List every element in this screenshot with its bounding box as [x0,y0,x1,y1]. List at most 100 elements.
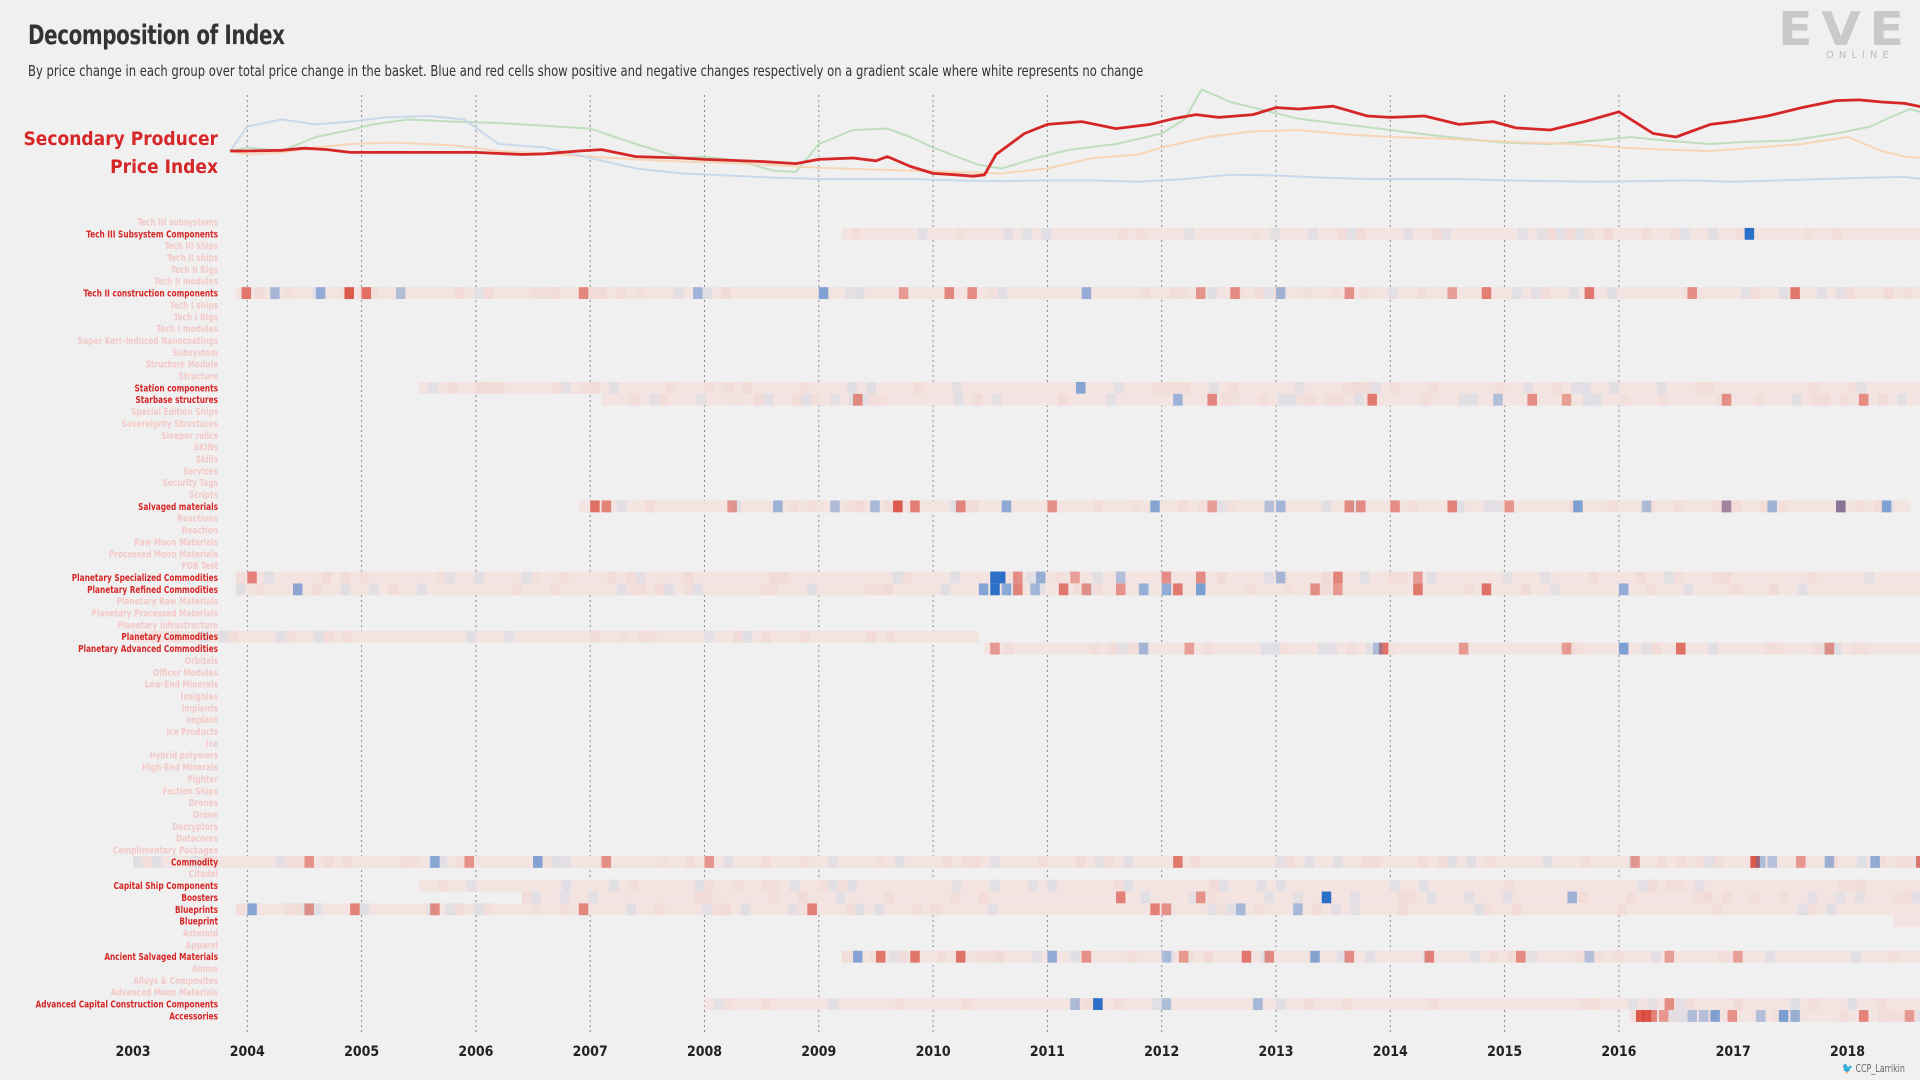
heat-cell [1235,287,1246,300]
heat-cell [769,891,779,904]
heat-cell [1765,642,1776,655]
heat-cell [1312,903,1322,916]
heat-cell [1906,1010,1917,1022]
heat-cell [1464,891,1475,904]
heat-cell [1647,879,1657,892]
heat-cell [875,855,886,868]
heat-cell-positive [1035,571,1046,584]
heat-cell-negative [944,287,955,300]
row-band [133,855,1920,868]
heat-cell [1620,393,1631,406]
heat-cell-positive [1161,998,1172,1011]
heat-cell [1403,227,1414,240]
heat-cell [1390,381,1400,394]
row-label: Implants [182,704,218,715]
heat-cell [1521,583,1532,596]
year-tick-label: 2015 [1487,1044,1522,1060]
heat-cell [1828,855,1838,868]
heat-cell [1876,998,1886,1011]
heat-cell [454,287,465,300]
heat-cell-negative [807,903,817,916]
heat-cell [416,583,427,596]
heat-cell [1140,891,1151,904]
heat-cell [1165,950,1176,963]
heat-cell [437,855,448,868]
heat-cell [1026,571,1036,584]
heat-cell [712,903,722,916]
heat-cell [1428,998,1438,1011]
heat-cell-positive [1001,500,1012,513]
heat-cell [1220,393,1231,406]
heat-cell-positive [1138,642,1149,655]
heat-cell [1283,583,1294,596]
heat-cell [1790,998,1800,1011]
credit: 🐦 CCP_Larrikin [1842,1062,1905,1075]
heat-cell [1178,287,1189,300]
heat-cell-negative [853,393,863,406]
heat-cell [1003,642,1014,655]
heat-cell-negative [1241,950,1252,963]
heat-cell [1428,381,1438,394]
heat-cell [1190,855,1200,868]
year-tick-label: 2018 [1830,1044,1865,1060]
heat-cell [1276,879,1286,892]
heat-cell [1270,227,1280,240]
heat-cell [1778,500,1789,513]
heat-cell-negative [1195,287,1206,300]
heat-cell-negative [955,500,966,513]
heat-cell [1354,393,1364,406]
heat-cell [1807,891,1817,904]
heat-cell [1426,571,1436,584]
heat-cell [540,287,551,300]
heat-cell [1493,500,1503,513]
heat-cell-negative [1584,287,1595,300]
year-tick-label: 2007 [573,1044,608,1060]
heat-cell [1264,891,1275,904]
heat-cell [561,855,572,868]
heat-cell-negative [1481,583,1492,596]
heat-cell [1658,393,1669,406]
heat-cell-negative [247,571,257,584]
year-tick-label: 2005 [344,1044,379,1060]
heat-cell [1792,1010,1802,1022]
heat-cell-positive [1493,393,1503,406]
heat-cell [734,393,745,406]
heat-cell-negative [1333,571,1343,584]
heat-cell-negative [893,500,903,513]
heat-cell [1207,287,1217,300]
heat-cell [1637,879,1648,892]
heat-cell [1857,879,1867,892]
heat-cell-positive [1698,1010,1709,1022]
heat-cell [1855,891,1865,904]
row-label: Tech I ships [170,301,218,312]
heat-cell [742,630,753,643]
heat-cell [1714,855,1724,868]
heat-cell-negative [601,500,612,513]
row-label: Datacores [176,834,218,845]
heat-cell [152,855,162,868]
row-band [418,381,1920,394]
heat-cell [1584,227,1595,240]
heat-cell [740,903,751,916]
heat-cell [1140,287,1151,300]
heat-cell [1207,891,1217,904]
heat-cell-positive [1618,642,1629,655]
heat-cell-negative [241,287,252,300]
heat-cell [275,630,286,643]
heat-cell [342,855,353,868]
year-tick-label: 2006 [458,1044,493,1060]
heat-cell [1093,500,1103,513]
eve-online-logo: EVE ONLINE [1778,2,1920,62]
heat-cell [811,393,821,406]
heat-cell-negative [1790,287,1800,300]
heat-cell [1388,287,1398,300]
heat-cell [1350,891,1360,904]
heat-cell-positive [1767,855,1777,868]
heat-cell [778,571,789,584]
heat-cell [1575,642,1585,655]
year-tick-label: 2011 [1030,1044,1065,1060]
heat-cell-negative [1481,287,1492,300]
heat-cell [388,583,398,596]
heat-cell [1251,227,1261,240]
heat-cell [635,583,646,596]
